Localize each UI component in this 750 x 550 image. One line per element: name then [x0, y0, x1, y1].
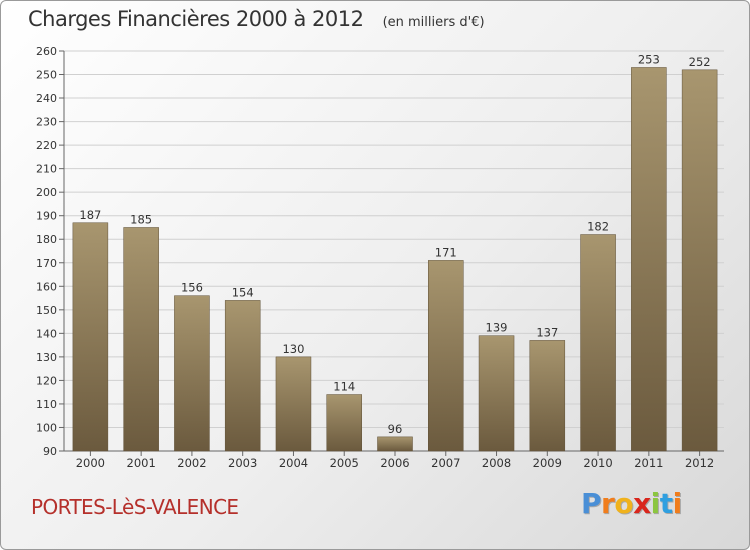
y-tick-label: 150 — [36, 304, 57, 317]
y-tick-label: 190 — [36, 210, 57, 223]
logo-letter: o — [614, 487, 634, 520]
bar-2000 — [72, 222, 109, 452]
proxiti-logo[interactable]: Proxiti — [581, 487, 682, 520]
y-tick-label: 220 — [36, 139, 57, 152]
bar-2009 — [529, 340, 566, 452]
data-label-2003: 154 — [232, 285, 254, 299]
y-tick-label: 210 — [36, 163, 57, 176]
bars — [72, 67, 718, 452]
y-tick-label: 250 — [36, 69, 57, 82]
y-tick-label: 160 — [36, 280, 57, 293]
bar-2011 — [631, 67, 667, 452]
bar-2006 — [377, 436, 413, 452]
bar-2008 — [478, 335, 515, 452]
x-tick-label-2002: 2002 — [177, 456, 206, 470]
bar-2003 — [224, 300, 261, 452]
data-label-2011: 253 — [638, 52, 660, 66]
y-tick-label: 90 — [43, 445, 57, 458]
data-label-2010: 182 — [587, 220, 609, 234]
data-label-2012: 252 — [689, 55, 711, 69]
y-tick-label: 180 — [36, 233, 57, 246]
x-tick-label-2004: 2004 — [279, 456, 308, 470]
data-label-2000: 187 — [79, 208, 101, 222]
logo-letter: i — [650, 487, 661, 520]
bar-2007 — [428, 260, 464, 452]
y-tick-label: 130 — [36, 351, 57, 364]
x-tick-label-2011: 2011 — [634, 456, 663, 470]
y-tick-label: 110 — [36, 398, 57, 411]
x-tick-label-2010: 2010 — [583, 456, 612, 470]
logo-letter: r — [601, 487, 615, 520]
x-tick-label-2005: 2005 — [330, 456, 359, 470]
x-tick-label-2012: 2012 — [685, 456, 714, 470]
bar-2005 — [326, 394, 362, 452]
x-tick-label-2009: 2009 — [533, 456, 562, 470]
grid-lines — [64, 50, 724, 428]
data-label-2008: 139 — [486, 321, 508, 335]
data-label-2005: 114 — [333, 380, 355, 394]
title-row: Charges Financières 2000 à 2012 (en mill… — [28, 7, 485, 31]
y-tick-label: 200 — [36, 186, 57, 199]
data-label-2006: 96 — [388, 422, 403, 436]
logo-letter: i — [672, 487, 683, 520]
bar-2001 — [123, 227, 159, 452]
y-tick-label: 170 — [36, 257, 57, 270]
y-tick-label: 120 — [36, 374, 57, 387]
data-label-2001: 185 — [130, 212, 152, 226]
x-tick-label-2003: 2003 — [228, 456, 257, 470]
data-label-2009: 137 — [536, 325, 558, 339]
bar-2004 — [275, 356, 312, 452]
chart-title: Charges Financières 2000 à 2012 — [28, 7, 364, 31]
x-tick-label-2001: 2001 — [127, 456, 156, 470]
bar-2002 — [174, 295, 210, 452]
logo-letter: x — [633, 487, 651, 520]
city-name: PORTES-LèS-VALENCE — [31, 495, 239, 519]
x-tick-label-2000: 2000 — [76, 456, 105, 470]
x-tick-labels: 2000 2001 2002 2003 2004 2005 2006 2007 2008 2009… — [76, 456, 715, 470]
bar-2010 — [580, 234, 616, 452]
x-tick-label-2006: 2006 — [380, 456, 409, 470]
bar-2012 — [681, 69, 718, 452]
chart-subtitle: (en milliers d'€) — [382, 15, 485, 30]
data-labels: 187 185 156 154 130 114 96 171 139 137 182 253 252 — [79, 52, 710, 435]
y-tick-label: 100 — [36, 421, 57, 434]
y-tick-label: 230 — [36, 116, 57, 129]
data-label-2002: 156 — [181, 281, 203, 295]
logo-letter: t — [659, 487, 673, 520]
y-tick-label: 260 — [36, 45, 57, 58]
data-label-2007: 171 — [435, 245, 457, 259]
y-tick-label: 240 — [36, 92, 57, 105]
x-tick-label-2008: 2008 — [482, 456, 511, 470]
x-tick-label-2007: 2007 — [431, 456, 460, 470]
y-tick-labels: 90 100 110 120 130 140 150 160 170 180 190 200 210 22… — [36, 45, 57, 458]
logo-letter: P — [581, 487, 602, 520]
y-tick-label: 140 — [36, 327, 57, 340]
data-label-2004: 130 — [282, 342, 304, 356]
